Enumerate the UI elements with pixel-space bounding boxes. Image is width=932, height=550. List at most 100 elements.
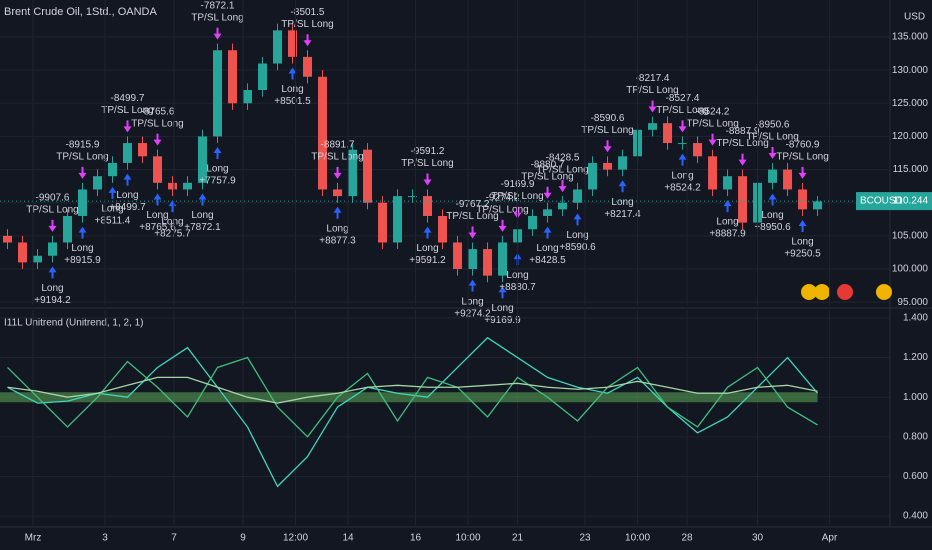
candle-body [183, 182, 193, 190]
exit-label: TP/SL Long [401, 158, 453, 169]
exit-arrow [123, 120, 132, 133]
candle-body [528, 215, 538, 230]
candle-body [663, 123, 673, 144]
y-tick-label: 0.800 [903, 431, 928, 442]
candle-body [138, 143, 148, 157]
exit-pnl: -8590.6 [591, 113, 625, 124]
exit-pnl: -9767.2 [456, 199, 490, 210]
candle-body [498, 242, 508, 276]
entry-label: Long [611, 197, 633, 208]
y-tick-label: 120.000 [892, 131, 929, 142]
y-tick-label: 0.400 [903, 511, 928, 522]
y-tick-label: 115.000 [893, 164, 929, 175]
event-icon [814, 284, 830, 300]
y-tick-label: 1.000 [903, 392, 928, 403]
x-tick-label: 28 [681, 533, 693, 544]
entry-arrow [468, 279, 477, 292]
exit-arrow [603, 140, 612, 153]
last-price-label: 110.244 [893, 196, 929, 207]
exit-label: TP/SL Long [716, 138, 768, 149]
exit-label: TP/SL Long [581, 125, 633, 136]
entry-pnl: +8275.7 [154, 229, 191, 240]
y-tick-label: 1.400 [903, 313, 928, 324]
entry-arrow [213, 147, 222, 160]
entry-pnl: +9194.2 [34, 295, 71, 306]
exit-pnl: -8880.7 [531, 159, 565, 170]
candle-body [813, 201, 823, 210]
entry-arrow [798, 219, 807, 232]
x-tick-label: Mrz [25, 533, 42, 544]
entry-pnl: +8887.9 [709, 229, 746, 240]
exit-pnl: -8428.5 [546, 153, 580, 164]
entry-label: Long [101, 203, 123, 214]
grid [0, 36, 890, 303]
candle-body [213, 50, 223, 137]
symbol-tag [856, 192, 932, 211]
exit-pnl: -8950.6 [756, 120, 790, 131]
exit-arrow [648, 100, 657, 113]
exit-label: TP/SL Long [101, 105, 153, 116]
symbol-label: BCOUSD [860, 196, 903, 207]
candle-body [48, 242, 58, 256]
exit-label: TP/SL Long [281, 19, 333, 30]
indicator-title: I11L Unitrend (Unitrend, 1, 2, 1) [4, 318, 144, 329]
candle-body [678, 143, 688, 145]
exit-label: TP/SL Long [26, 205, 78, 216]
exit-pnl: -8217.4 [636, 73, 670, 84]
entry-pnl: +7757.9 [199, 176, 236, 187]
exit-pnl: -8760.9 [786, 139, 820, 150]
y-tick-label: 130.000 [892, 65, 929, 76]
entry-pnl: +8499.7 [109, 202, 146, 213]
entry-label: Long [161, 217, 183, 228]
x-tick-label: 21 [512, 533, 524, 544]
news-icons [801, 284, 892, 300]
entry-label: Long [326, 223, 348, 234]
entry-label: Long [281, 84, 303, 95]
indicator-line [7, 356, 818, 438]
entry-pnl: +9274.2 [454, 308, 491, 319]
entry-label: Long [566, 230, 588, 241]
candle-body [288, 30, 298, 57]
event-icon [876, 284, 892, 300]
indicator-line [7, 336, 819, 488]
candle-body [258, 63, 268, 91]
exit-arrow [213, 27, 222, 40]
exit-pnl: -8501.5 [291, 7, 325, 18]
unit-label: USD [904, 12, 925, 23]
entry-label: Long [116, 190, 138, 201]
exit-arrow [708, 133, 717, 146]
entry-pnl: +8950.6 [754, 222, 791, 233]
entry-pnl: +8877.3 [319, 235, 356, 246]
entry-pnl: +8765.6 [139, 222, 176, 233]
entry-pnl: +8428.5 [529, 255, 566, 266]
x-tick-label: 10:00 [456, 533, 481, 544]
entry-label: Long [491, 303, 513, 314]
candle-body [468, 249, 478, 270]
candle-body [78, 189, 88, 216]
candle-body [393, 196, 403, 243]
indicator-line [7, 376, 818, 404]
entry-arrow [333, 206, 342, 219]
candle-body [33, 255, 43, 263]
exit-label: TP/SL Long [311, 151, 363, 162]
exit-arrow [738, 153, 747, 166]
entry-label: Long [536, 243, 558, 254]
entry-arrow [198, 193, 207, 206]
entry-label: Long [461, 296, 483, 307]
exit-arrow [78, 166, 87, 179]
candle-body [363, 149, 373, 203]
entry-arrow [498, 286, 507, 299]
entry-arrow [768, 193, 777, 206]
candle-body [453, 242, 463, 270]
event-icon [801, 284, 817, 300]
exit-label: TP/SL Long [536, 165, 588, 176]
candle-body [243, 90, 253, 104]
exit-arrow [558, 180, 567, 193]
exit-pnl: -8765.6 [141, 106, 175, 117]
x-tick-label: 12:00 [283, 533, 308, 544]
exit-pnl: -9274.2 [486, 193, 520, 204]
x-tick-label: 7 [171, 533, 177, 544]
exit-label: TP/SL Long [746, 132, 798, 143]
candle-body [558, 202, 568, 210]
